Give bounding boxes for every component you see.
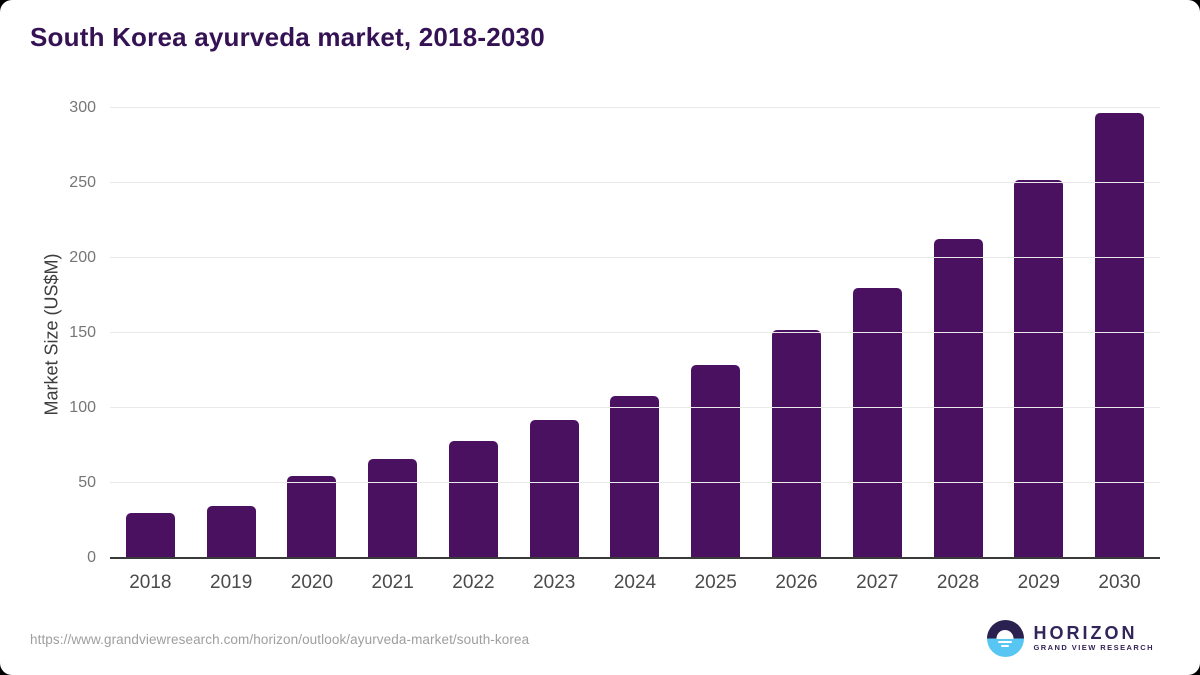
logo-name: HORIZON: [1033, 623, 1138, 643]
gridline-250: [110, 182, 1160, 183]
x-tick-label-2029: 2029: [1017, 572, 1060, 593]
y-tick-label-200: 200: [69, 249, 96, 266]
bar-2018: [125, 513, 175, 558]
bars-row: [110, 108, 1160, 558]
bar-2019: [206, 505, 256, 558]
bar-2027: [852, 288, 902, 558]
gridline-100: [110, 407, 1160, 408]
plot-area: [110, 107, 1160, 559]
y-tick-label-50: 50: [78, 474, 96, 491]
bar-slot-2020: [272, 108, 353, 558]
bar-2020: [287, 475, 337, 558]
bar-2024: [610, 396, 660, 558]
x-tick-labels: 2018 2019 2020 2021 2022 2023 2024 2025 2026 2027…: [110, 572, 1160, 594]
bar-slot-2027: [837, 108, 918, 558]
y-tick-label-0: 0: [87, 549, 96, 566]
bar-2023: [529, 420, 579, 558]
logo-text: HORIZON GRAND VIEW RESEARCH: [1034, 624, 1154, 653]
bar-slot-2021: [352, 108, 433, 558]
x-tick-label-2020: 2020: [290, 572, 334, 593]
bar-slot-2029: [998, 108, 1079, 558]
horizon-sunset-icon: [986, 620, 1024, 657]
horizon-logo: HORIZON GRAND VIEW RESEARCH: [986, 620, 1154, 657]
x-tick-label-2023: 2023: [533, 572, 576, 593]
bar-slot-2030: [1079, 108, 1160, 558]
bar-slot-2028: [918, 108, 999, 558]
bar-slot-2023: [514, 108, 595, 558]
sun-dome-shape: [996, 630, 1014, 639]
y-tick-label-100: 100: [69, 399, 96, 416]
x-tick-label-2030: 2030: [1098, 572, 1141, 593]
x-tick-label-2026: 2026: [775, 572, 818, 593]
bar-2026: [772, 330, 821, 558]
y-tick-label-150: 150: [69, 324, 96, 341]
bar-2021: [368, 459, 418, 558]
bar-slot-2019: [191, 108, 272, 558]
x-tick-label-2025: 2025: [694, 572, 737, 593]
bar-slot-2022: [433, 108, 514, 558]
page-title: South Korea ayurveda market, 2018-2030: [30, 22, 545, 52]
source-url: https://www.grandviewresearch.com/horizo…: [30, 632, 530, 647]
bar-slot-2026: [756, 108, 837, 558]
y-tick-label-300: 300: [69, 99, 96, 116]
water-reflection-line: [998, 640, 1013, 643]
bar-slot-2025: [675, 108, 756, 558]
gridline-150: [110, 332, 1160, 333]
x-tick-label-2028: 2028: [936, 572, 980, 593]
bar-2025: [691, 364, 741, 558]
x-tick-label-2022: 2022: [452, 572, 495, 593]
x-tick-label-2018: 2018: [129, 572, 172, 593]
bar-2022: [448, 441, 498, 558]
bar-slot-2018: [110, 108, 191, 558]
bar-2030: [1095, 112, 1145, 558]
x-tick-label-2021: 2021: [371, 572, 414, 593]
bar-2029: [1014, 180, 1064, 558]
water-reflection-line: [1001, 645, 1010, 648]
gridline-300: [110, 107, 1160, 108]
y-tick-labels: 0 50 100 150 200 250 300: [0, 99, 96, 566]
x-axis-line: [110, 557, 1160, 559]
x-tick-label-2027: 2027: [856, 572, 899, 593]
bar-slot-2024: [595, 108, 676, 558]
gridline-50: [110, 482, 1160, 483]
bar-2028: [933, 238, 983, 558]
gridline-200: [110, 257, 1160, 258]
logo-subtitle: GRAND VIEW RESEARCH: [1033, 643, 1154, 652]
y-tick-label-250: 250: [69, 174, 96, 191]
x-tick-label-2024: 2024: [613, 572, 657, 593]
x-tick-label-2019: 2019: [210, 572, 253, 593]
